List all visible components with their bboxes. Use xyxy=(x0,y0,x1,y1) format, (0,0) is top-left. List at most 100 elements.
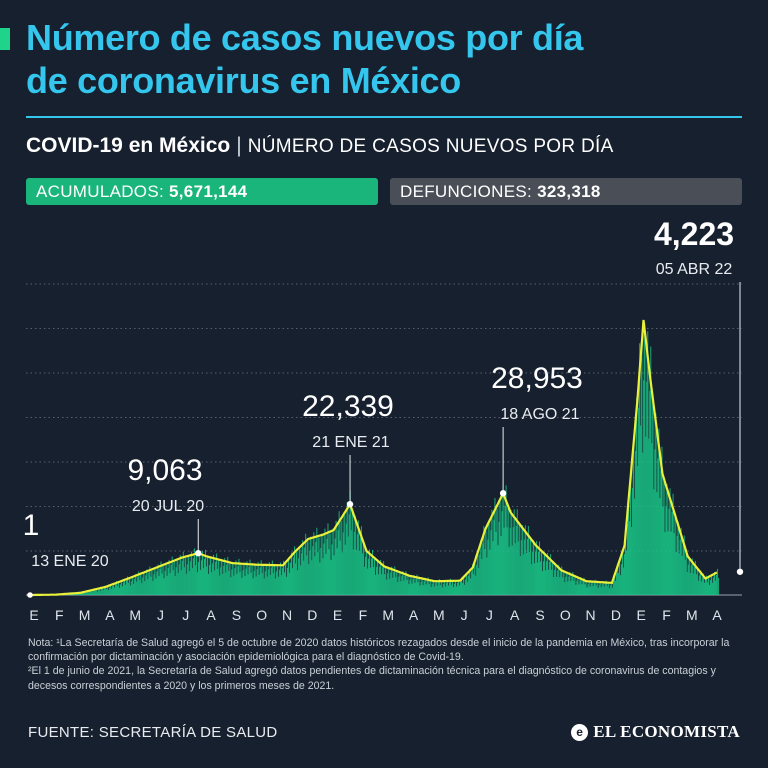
daily-bar xyxy=(580,577,582,595)
daily-bar xyxy=(335,520,337,595)
defunciones-badge: DEFUNCIONES: 323,318 xyxy=(390,178,742,205)
daily-bar xyxy=(614,580,616,595)
daily-bar xyxy=(355,549,357,595)
daily-bar xyxy=(231,569,233,595)
daily-bar xyxy=(388,567,390,595)
daily-bar xyxy=(224,557,226,595)
daily-bar xyxy=(629,521,631,595)
daily-bar xyxy=(342,532,344,595)
subtitle-main: COVID-19 en México xyxy=(26,134,231,157)
daily-bar xyxy=(236,573,238,595)
daily-bar xyxy=(120,584,121,595)
daily-bar xyxy=(159,568,161,595)
daily-bar xyxy=(549,561,551,595)
daily-bar xyxy=(694,560,696,595)
daily-bar xyxy=(339,540,341,595)
daily-bar xyxy=(382,567,384,595)
daily-bar xyxy=(245,568,247,595)
chart-notes: Nota: ¹La Secretaría de Salud agregó el … xyxy=(28,636,744,693)
daily-bar xyxy=(533,563,535,595)
daily-bar xyxy=(227,556,229,595)
daily-bar xyxy=(82,591,84,595)
daily-bar xyxy=(575,584,577,595)
daily-bar xyxy=(593,582,595,595)
daily-bar xyxy=(687,564,689,595)
cases-area xyxy=(30,320,717,595)
daily-bar xyxy=(666,483,668,595)
daily-bar xyxy=(294,546,296,595)
daily-bar xyxy=(207,557,208,595)
daily-bar xyxy=(409,579,411,595)
daily-bar xyxy=(688,556,690,595)
daily-bar xyxy=(221,559,223,595)
daily-bar xyxy=(149,566,151,595)
daily-bar xyxy=(239,572,241,595)
annotation-dot xyxy=(27,592,33,598)
daily-bar xyxy=(204,558,205,595)
annotation-value: 1 xyxy=(23,509,40,542)
daily-bar xyxy=(661,446,663,595)
daily-bar xyxy=(127,576,129,595)
daily-bar xyxy=(201,560,202,595)
daily-bar xyxy=(222,573,224,595)
annotation-dot xyxy=(499,490,507,497)
daily-bar xyxy=(140,574,142,595)
daily-bar xyxy=(697,580,699,595)
cases-chart: 1 13 ENE 20 9,063 20 JUL 20 22,339 21 ENE 21 2… xyxy=(23,216,744,623)
x-tick-label: J xyxy=(182,607,189,623)
daily-bar xyxy=(112,583,114,595)
daily-bar xyxy=(280,575,282,595)
daily-bar xyxy=(630,485,632,595)
daily-bar xyxy=(232,562,234,595)
daily-bar xyxy=(408,584,410,595)
daily-bar xyxy=(354,515,356,595)
daily-bar xyxy=(463,578,465,595)
daily-bar xyxy=(452,581,453,595)
daily-bar xyxy=(526,539,528,595)
daily-bar xyxy=(145,575,147,595)
daily-bar xyxy=(659,498,661,595)
daily-bar xyxy=(579,580,581,595)
daily-bar xyxy=(562,577,564,595)
daily-bar xyxy=(300,565,302,595)
daily-bar xyxy=(650,346,652,595)
daily-bar xyxy=(121,580,122,595)
daily-bar xyxy=(573,580,575,595)
daily-bar xyxy=(315,542,317,595)
daily-bar xyxy=(164,570,166,595)
daily-bar xyxy=(498,521,500,595)
daily-bar xyxy=(428,583,430,595)
daily-bar xyxy=(506,527,508,595)
daily-bar xyxy=(323,543,325,595)
daily-bar xyxy=(195,555,197,595)
daily-bar xyxy=(106,586,108,595)
daily-bar xyxy=(551,569,553,595)
daily-bar xyxy=(500,536,502,595)
daily-bar xyxy=(665,507,667,595)
daily-bar xyxy=(175,567,177,595)
daily-bar xyxy=(680,527,682,595)
daily-bar xyxy=(214,570,216,595)
daily-bar xyxy=(599,581,601,595)
daily-bar xyxy=(626,550,627,595)
daily-bar xyxy=(538,551,539,595)
daily-bar xyxy=(317,552,319,595)
daily-bar xyxy=(486,557,488,595)
daily-bar xyxy=(470,578,472,595)
daily-bar xyxy=(692,573,694,595)
daily-bar xyxy=(458,579,459,595)
daily-bar xyxy=(369,549,370,595)
daily-bar xyxy=(699,570,701,595)
daily-bar xyxy=(660,470,662,595)
daily-bar xyxy=(397,581,399,595)
daily-bar xyxy=(74,594,76,595)
daily-bar xyxy=(633,443,635,595)
daily-bar xyxy=(442,583,444,595)
daily-bar xyxy=(577,576,579,595)
daily-bar xyxy=(267,569,269,595)
x-tick-label: A xyxy=(409,607,419,623)
daily-bar xyxy=(508,546,510,595)
daily-bar xyxy=(543,561,544,595)
daily-bar xyxy=(302,540,304,595)
daily-bar xyxy=(240,564,242,595)
